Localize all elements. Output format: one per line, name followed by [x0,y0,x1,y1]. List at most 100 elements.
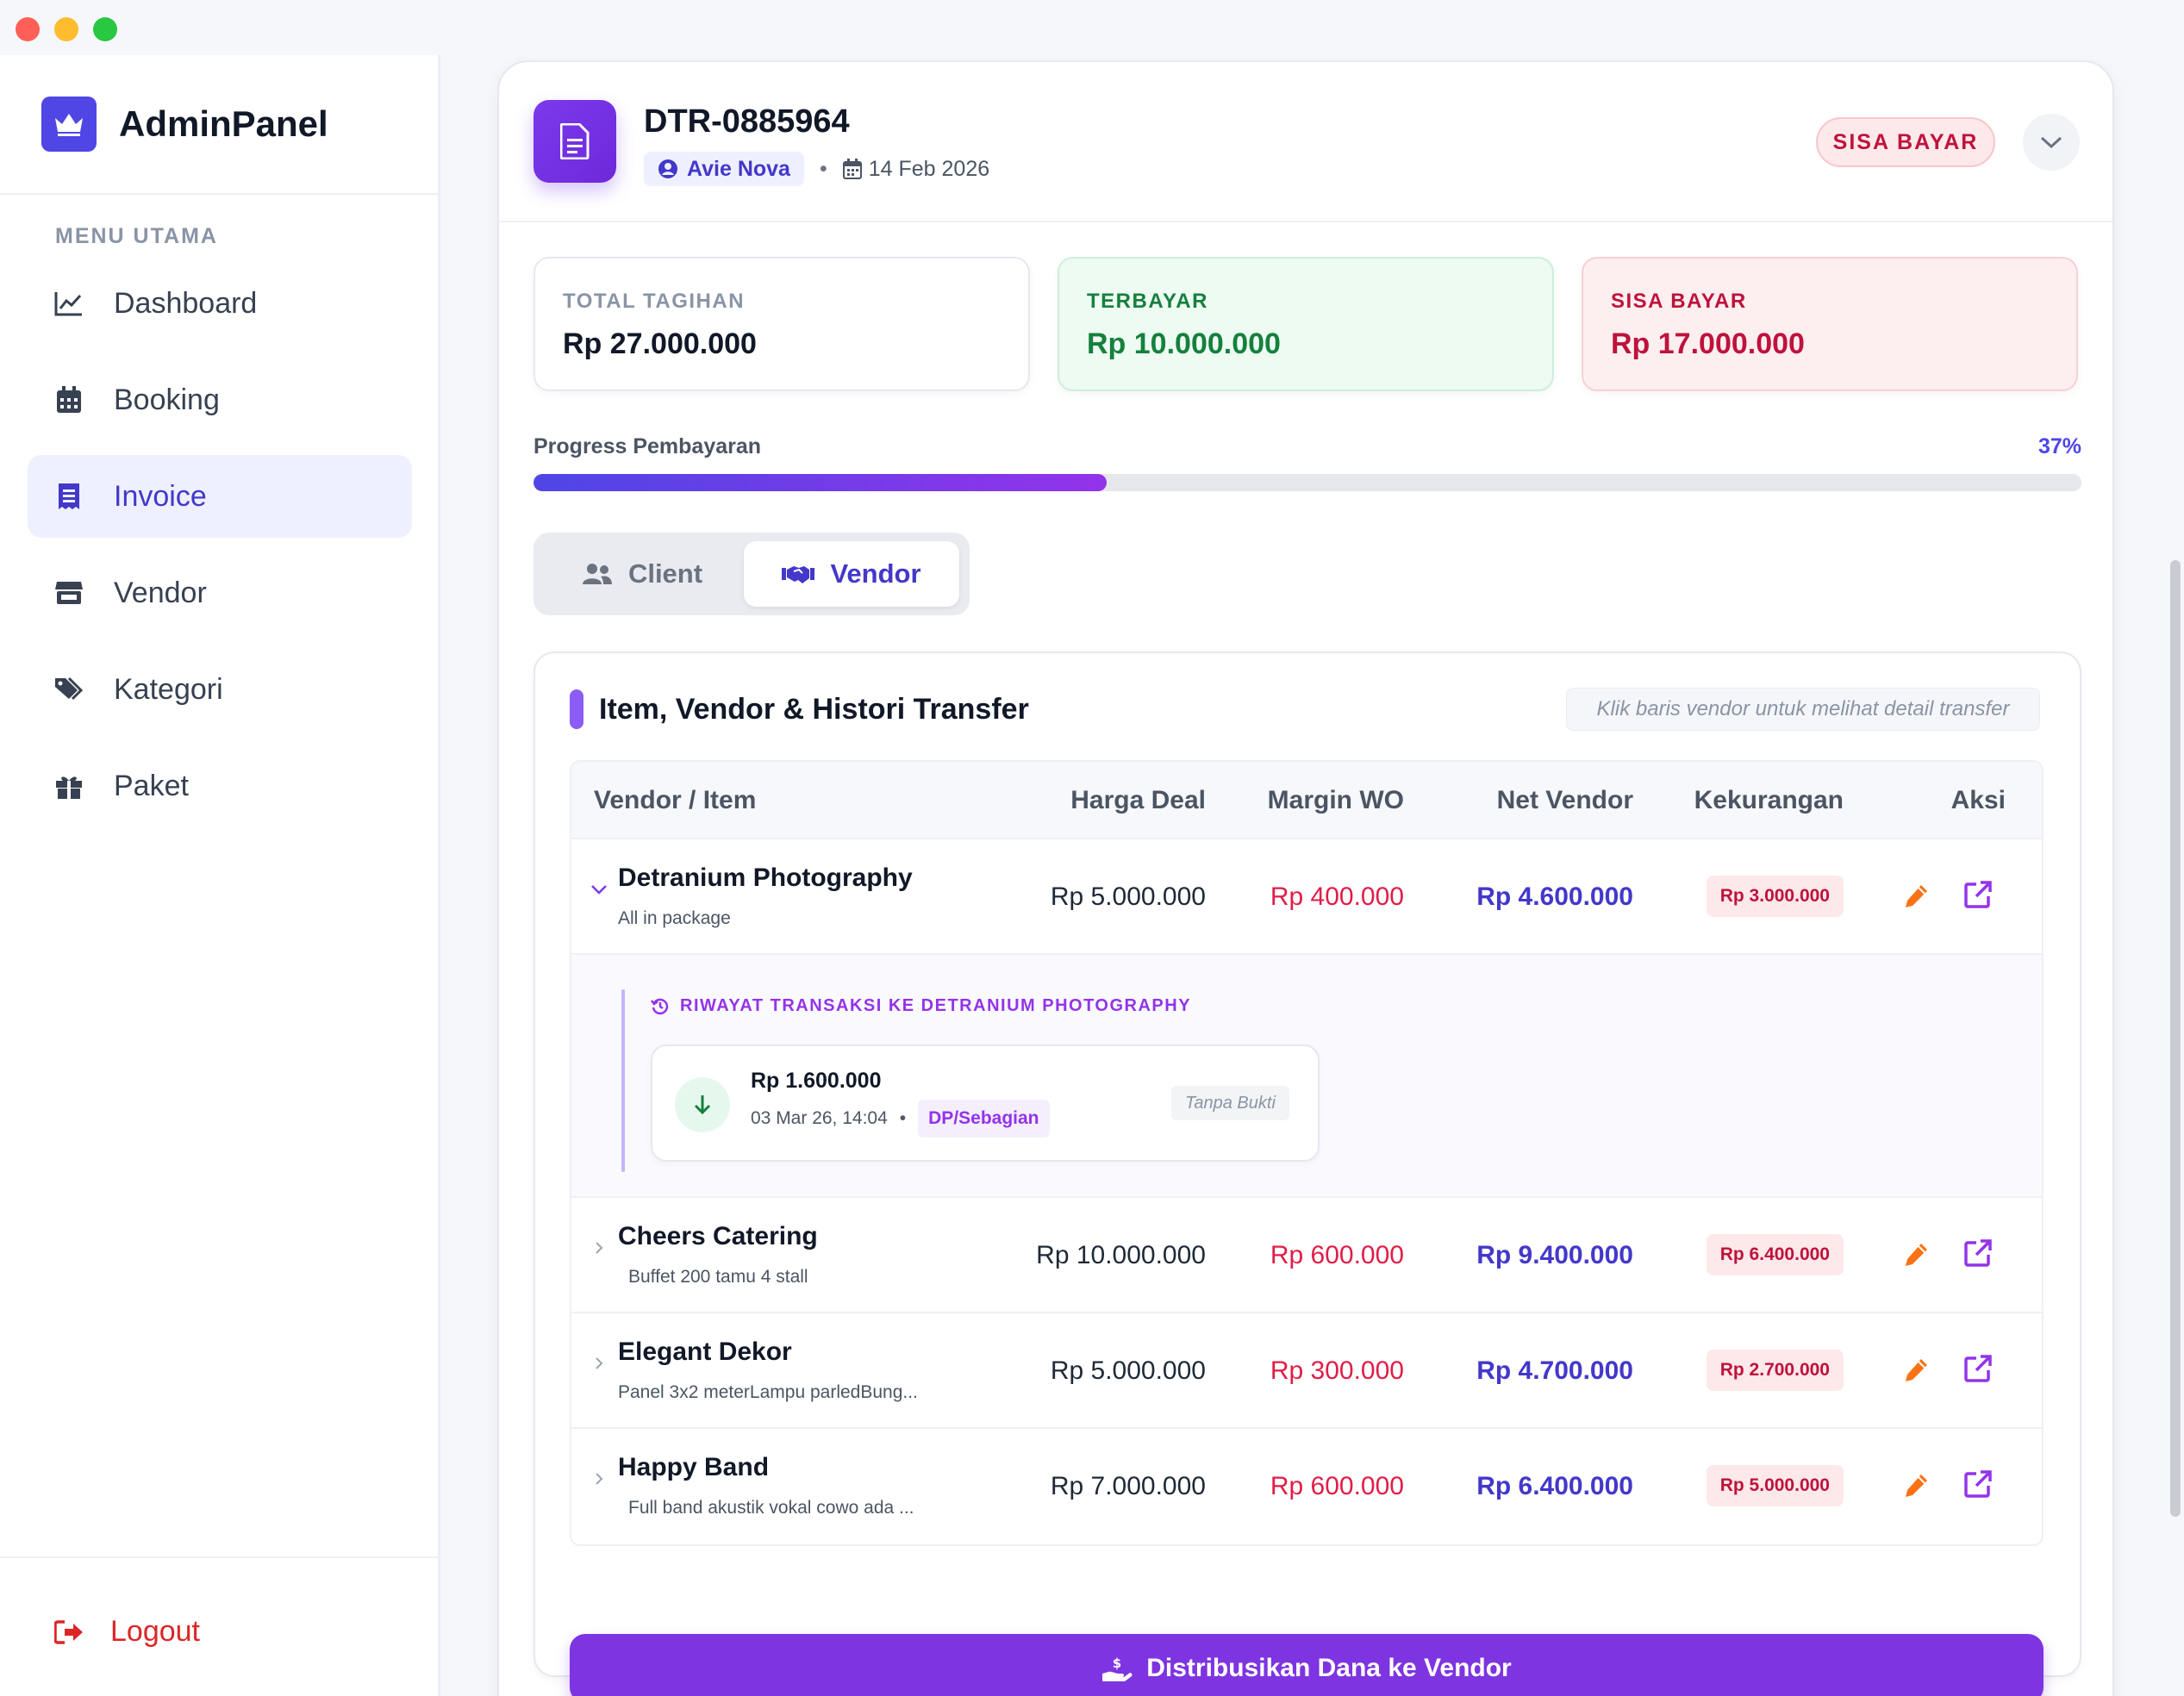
client-name: Avie Nova [687,156,790,181]
store-icon [53,577,84,608]
open-external-button[interactable] [1962,1353,1994,1384]
pencil-icon [1906,885,1927,907]
history-icon [651,998,669,1014]
edit-button[interactable] [1900,1239,1931,1270]
transaction-history: RIWAYAT TRANSAKSI KE DETRANIUM PHOTOGRAP… [571,955,2042,1198]
window-close-button[interactable] [16,17,40,41]
vendor-desc: Full band akustik vokal cowo ada ... [628,1498,914,1518]
summary-paid: TERBAYAR Rp 10.000.000 [1058,257,1554,391]
table-row[interactable]: Happy Band Full band akustik vokal cowo … [571,1429,2042,1544]
external-link-icon [1964,1355,1992,1382]
pencil-icon [1906,1475,1927,1497]
margin-wo: Rp 600.000 [1270,1472,1404,1500]
client-chip[interactable]: Avie Nova [644,152,804,186]
calendar-icon [842,159,862,179]
summary-paid-label: TERBAYAR [1087,290,1208,313]
chevron-down-icon [2040,136,2062,149]
arrow-down-icon [675,1077,730,1132]
vendor-name: Happy Band [618,1453,770,1481]
page-scrollbar[interactable] [2170,560,2181,1517]
column-header-vendor[interactable]: Vendor / Item [594,786,757,814]
logout-button[interactable]: Logout [53,1615,200,1649]
summary-paid-value: Rp 10.000.000 [1087,327,1281,360]
vendor-name: Elegant Dekor [618,1337,792,1366]
net-vendor: Rp 4.700.000 [1476,1356,1633,1385]
transaction-card[interactable]: Rp 1.600.000 03 Mar 26, 14:04 • DP/Sebag… [651,1044,1320,1162]
external-link-icon [1964,1239,1992,1267]
tab-client[interactable]: Client [542,541,742,607]
section-hint: Klik baris vendor untuk melihat detail t… [1566,688,2040,731]
harga-deal: Rp 5.000.000 [1050,882,1206,911]
meta-separator: • [819,156,827,181]
chevron-right-icon[interactable] [589,1353,609,1374]
open-external-button[interactable] [1962,1238,1994,1269]
open-external-button[interactable] [1962,879,1994,910]
brand[interactable]: AdminPanel [41,97,328,152]
summary-total: TOTAL TAGIHAN Rp 27.000.000 [534,257,1030,391]
invoice-header[interactable]: DTR-0885964 Avie Nova • 14 Feb 2026 SISA… [499,62,2112,222]
menu-heading: MENU UTAMA [55,224,218,248]
tab-switcher: Client Vendor [534,533,970,615]
chevron-right-icon[interactable] [589,1468,609,1489]
users-icon [582,564,612,584]
summary-remaining-value: Rp 17.000.000 [1611,327,1805,360]
chevron-right-icon[interactable] [589,1238,609,1258]
pencil-icon [1906,1244,1927,1266]
open-external-button[interactable] [1962,1468,1994,1500]
margin-wo: Rp 400.000 [1270,882,1404,911]
section-title: Item, Vendor & Histori Transfer [599,693,1029,726]
collapse-button[interactable] [2023,114,2080,171]
window-minimize-button[interactable] [54,17,78,41]
edit-button[interactable] [1900,1470,1931,1501]
transaction-meta: 03 Mar 26, 14:04 • DP/Sebagian [751,1100,1050,1138]
distribute-funds-button[interactable]: $ Distribusikan Dana ke Vendor [570,1634,2044,1696]
kekurangan-badge: Rp 5.000.000 [1706,1465,1844,1506]
progress-fill [534,474,1107,491]
date-text: 14 Feb 2026 [868,156,990,181]
status-badge: SISA BAYAR [1816,117,1995,167]
table-header: Vendor / Item Harga Deal Margin WO Net V… [571,762,2042,839]
summary-total-label: TOTAL TAGIHAN [563,290,746,313]
invoice-id: DTR-0885964 [644,103,850,140]
divider [0,1556,438,1558]
kekurangan-badge: Rp 3.000.000 [1706,876,1844,917]
table-row[interactable]: Cheers Catering Buffet 200 tamu 4 stall … [571,1198,2042,1313]
sidebar-item-vendor[interactable]: Vendor [28,552,412,634]
column-header-net[interactable]: Net Vendor [1496,786,1633,814]
edit-button[interactable] [1900,881,1931,912]
net-vendor: Rp 9.400.000 [1476,1241,1633,1269]
sidebar-item-label: Dashboard [114,286,258,320]
sidebar-item-booking[interactable]: Booking [28,359,412,441]
sidebar-item-label: Paket [114,769,189,802]
gift-icon [53,770,84,801]
chevron-down-icon[interactable] [589,879,609,900]
column-header-margin[interactable]: Margin WO [1267,786,1404,814]
brand-name: AdminPanel [119,103,328,144]
column-header-kekurangan[interactable]: Kekurangan [1694,786,1844,814]
sidebar-item-invoice[interactable]: Invoice [28,455,412,538]
receipt-icon [53,481,84,512]
history-heading-text: RIWAYAT TRANSAKSI KE DETRANIUM PHOTOGRAP… [680,996,1192,1015]
column-header-harga[interactable]: Harga Deal [1070,786,1206,814]
sidebar-item-kategori[interactable]: Kategori [28,648,412,731]
table-row[interactable]: Elegant Dekor Panel 3x2 meterLampu parle… [571,1313,2042,1429]
window-titlebar [0,0,2184,55]
section-accent-bar [570,689,583,729]
sidebar-item-label: Booking [114,383,220,416]
tab-vendor[interactable]: Vendor [744,541,959,607]
summary-total-value: Rp 27.000.000 [563,327,757,360]
external-link-icon [1964,881,1992,908]
vendor-name: Cheers Catering [618,1222,818,1250]
progress-percent: 37% [2037,434,2081,458]
meta-separator: • [899,1108,907,1128]
tab-client-label: Client [627,558,703,589]
transaction-amount: Rp 1.600.000 [751,1069,882,1093]
window-maximize-button[interactable] [93,17,117,41]
sidebar-item-dashboard[interactable]: Dashboard [28,262,412,345]
table-row[interactable]: Detranium Photography All in package Rp … [571,839,2042,955]
svg-text:$: $ [1113,1655,1121,1671]
margin-wo: Rp 300.000 [1270,1356,1404,1385]
logout-label: Logout [110,1615,200,1648]
edit-button[interactable] [1900,1355,1931,1386]
sidebar-item-paket[interactable]: Paket [28,745,412,827]
